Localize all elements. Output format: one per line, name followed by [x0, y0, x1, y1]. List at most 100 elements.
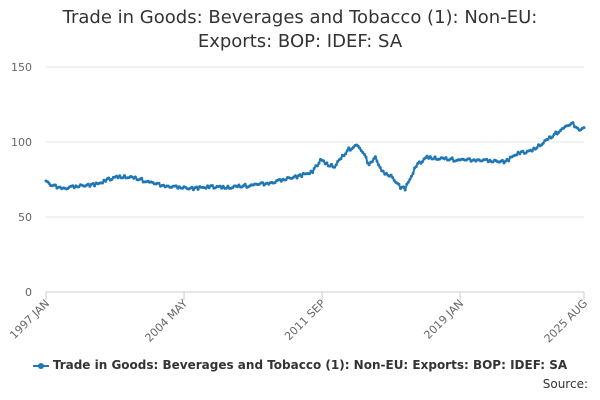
data-point[interactable] — [93, 184, 97, 188]
data-point[interactable] — [347, 146, 351, 150]
data-point[interactable] — [195, 185, 199, 189]
data-point[interactable] — [468, 157, 471, 161]
data-point[interactable] — [364, 155, 368, 159]
data-point[interactable] — [546, 137, 550, 141]
data-point[interactable] — [218, 184, 222, 188]
data-point[interactable] — [298, 173, 302, 177]
data-point[interactable] — [279, 179, 283, 183]
data-point[interactable] — [315, 164, 319, 168]
data-point[interactable] — [431, 157, 435, 161]
data-point[interactable] — [224, 186, 228, 190]
data-point[interactable] — [204, 186, 208, 190]
data-point[interactable] — [226, 184, 230, 188]
data-point[interactable] — [515, 153, 519, 157]
data-point[interactable] — [507, 159, 511, 163]
data-point[interactable] — [191, 188, 195, 192]
data-point[interactable] — [325, 161, 329, 165]
data-point[interactable] — [576, 126, 580, 130]
data-point[interactable] — [373, 155, 377, 159]
data-point[interactable] — [392, 178, 396, 182]
data-point[interactable] — [261, 181, 264, 185]
data-point[interactable] — [53, 183, 57, 187]
data-point[interactable] — [381, 169, 385, 173]
data-point[interactable] — [107, 176, 111, 180]
data-point[interactable] — [157, 181, 161, 185]
data-point[interactable] — [541, 141, 545, 145]
data-point[interactable] — [377, 163, 380, 167]
data-point[interactable] — [362, 152, 366, 156]
data-point[interactable] — [402, 185, 406, 189]
data-point[interactable] — [174, 184, 178, 188]
data-point[interactable] — [389, 173, 393, 177]
data-point[interactable] — [372, 157, 376, 161]
legend[interactable]: Trade in Goods: Beverages and Tobacco (1… — [0, 358, 600, 372]
data-point[interactable] — [414, 165, 418, 169]
data-point[interactable] — [378, 165, 382, 169]
data-point[interactable] — [330, 162, 333, 166]
data-point[interactable] — [428, 155, 432, 159]
data-point[interactable] — [300, 175, 304, 179]
data-point[interactable] — [408, 177, 412, 181]
data-point[interactable] — [237, 183, 241, 187]
data-point[interactable] — [403, 188, 407, 192]
data-point[interactable] — [344, 152, 348, 156]
data-point[interactable] — [104, 179, 108, 183]
data-point[interactable] — [47, 181, 51, 185]
data-point[interactable] — [221, 184, 225, 188]
data-point[interactable] — [312, 166, 316, 170]
data-point[interactable] — [500, 158, 504, 162]
data-point[interactable] — [406, 180, 410, 184]
data-point[interactable] — [122, 174, 126, 178]
data-point[interactable] — [411, 172, 415, 176]
data-point[interactable] — [444, 156, 448, 160]
data-point[interactable] — [345, 149, 349, 153]
data-point[interactable] — [196, 187, 200, 191]
data-point[interactable] — [243, 182, 247, 186]
data-point[interactable] — [133, 175, 137, 179]
data-point[interactable] — [518, 152, 522, 156]
data-point[interactable] — [86, 182, 90, 186]
data-point[interactable] — [322, 159, 326, 163]
data-point[interactable] — [535, 146, 539, 150]
data-point[interactable] — [425, 154, 429, 158]
data-point[interactable] — [552, 132, 556, 136]
data-point[interactable] — [77, 185, 81, 189]
data-point[interactable] — [333, 165, 337, 169]
data-point[interactable] — [339, 157, 343, 161]
data-point[interactable] — [91, 182, 95, 185]
data-point[interactable] — [334, 163, 338, 167]
data-point[interactable] — [342, 154, 346, 158]
data-point[interactable] — [190, 185, 194, 189]
data-point[interactable] — [530, 149, 534, 153]
data-point[interactable] — [397, 182, 401, 186]
data-point[interactable] — [410, 174, 413, 178]
data-point[interactable] — [210, 184, 214, 187]
data-point[interactable] — [358, 146, 362, 150]
data-point[interactable] — [284, 178, 288, 182]
data-point[interactable] — [88, 184, 92, 188]
data-point[interactable] — [433, 155, 437, 159]
data-point[interactable] — [367, 163, 371, 167]
data-point[interactable] — [405, 182, 409, 186]
data-point[interactable] — [485, 157, 489, 161]
data-point[interactable] — [450, 156, 454, 160]
data-point[interactable] — [391, 176, 395, 179]
data-point[interactable] — [121, 176, 125, 180]
data-point[interactable] — [317, 161, 321, 165]
data-point[interactable] — [375, 159, 379, 163]
data-point[interactable] — [571, 121, 575, 125]
data-point[interactable] — [582, 126, 586, 130]
data-point[interactable] — [551, 135, 555, 139]
data-point[interactable] — [118, 174, 122, 178]
data-point[interactable] — [420, 160, 424, 164]
data-point[interactable] — [293, 174, 297, 178]
data-point[interactable] — [308, 172, 311, 176]
data-point[interactable] — [140, 176, 144, 180]
data-point[interactable] — [295, 176, 299, 180]
data-point[interactable] — [311, 171, 315, 175]
chart-title-line-2: Exports: BOP: IDEF: SA — [197, 31, 403, 52]
data-point[interactable] — [101, 181, 104, 185]
data-point[interactable] — [356, 144, 360, 148]
data-point[interactable] — [521, 149, 525, 153]
data-point[interactable] — [370, 160, 374, 164]
